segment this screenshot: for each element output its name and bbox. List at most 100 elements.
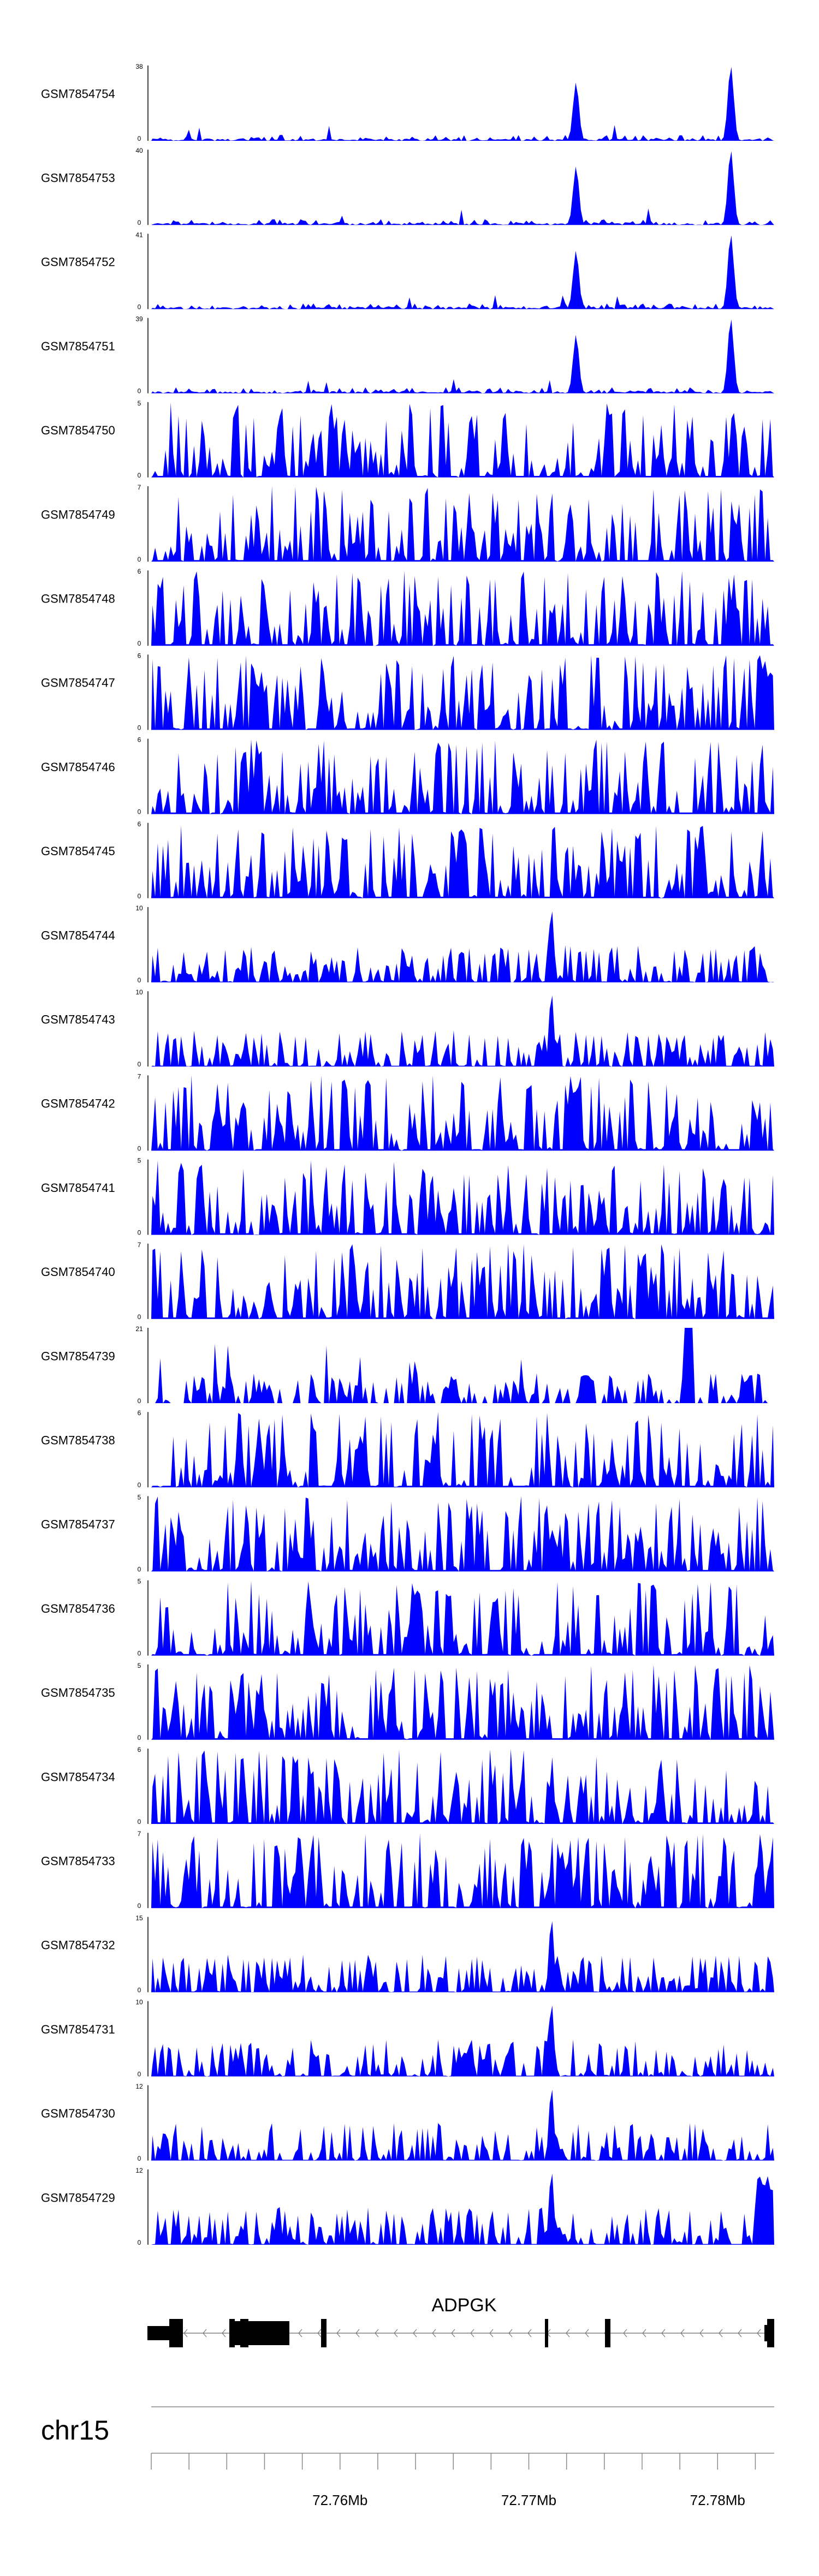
track-name-label: GSM7854743 xyxy=(41,1013,115,1027)
strand-arrow xyxy=(527,2329,532,2338)
track-GSM7854746: GSM7854746 6 0 xyxy=(41,736,774,816)
track-ymin-label: 0 xyxy=(138,2071,141,2078)
track-GSM7854741: GSM7854741 5 0 xyxy=(41,1157,774,1237)
track-GSM7854734: GSM7854734 6 0 xyxy=(41,1746,774,1826)
track-ymax-label: 7 xyxy=(138,484,141,491)
strand-arrow xyxy=(699,2329,704,2338)
strand-arrow xyxy=(661,2329,666,2338)
track-name-label: GSM7854737 xyxy=(41,1518,115,1531)
track-ymin-label: 0 xyxy=(138,1818,141,1826)
track-ymax-label: 7 xyxy=(138,1072,141,1080)
track-signal-area xyxy=(151,2089,774,2161)
track-ymax-label: 40 xyxy=(135,147,143,154)
track-GSM7854737: GSM7854737 5 0 xyxy=(41,1493,774,1573)
track-GSM7854747: GSM7854747 6 0 xyxy=(41,652,774,731)
gene-exon xyxy=(545,2319,548,2347)
track-GSM7854744: GSM7854744 10 0 xyxy=(41,904,774,984)
gene-exon xyxy=(240,2319,248,2347)
track-name-label: GSM7854733 xyxy=(41,1855,115,1868)
strand-arrow xyxy=(394,2329,398,2338)
track-ymax-label: 39 xyxy=(135,315,143,323)
gene-exon xyxy=(605,2319,610,2347)
track-ymin-label: 0 xyxy=(138,219,141,226)
strand-arrow xyxy=(413,2329,417,2338)
track-signal-area xyxy=(151,739,774,814)
gene-exon xyxy=(764,2325,770,2341)
track-name-label: GSM7854741 xyxy=(41,1181,115,1195)
track-signal-area xyxy=(151,1328,774,1403)
track-ymax-label: 10 xyxy=(135,988,143,996)
track-ymax-label: 38 xyxy=(135,63,143,70)
track-ymax-label: 6 xyxy=(138,1409,141,1417)
track-ymin-label: 0 xyxy=(138,1986,141,1994)
track-name-label: GSM7854740 xyxy=(41,1265,115,1279)
track-signal-area xyxy=(151,2173,774,2245)
strand-arrow xyxy=(203,2329,207,2338)
track-name-label: GSM7854753 xyxy=(41,171,115,185)
track-GSM7854738: GSM7854738 6 0 xyxy=(41,1409,774,1489)
strand-arrow xyxy=(470,2329,474,2338)
strand-arrow xyxy=(432,2329,436,2338)
track-name-label: GSM7854738 xyxy=(41,1434,115,1447)
track-name-label: GSM7854744 xyxy=(41,928,115,942)
track-ymin-label: 0 xyxy=(138,892,141,900)
strand-arrow xyxy=(623,2329,627,2338)
track-GSM7854749: GSM7854749 7 0 xyxy=(41,484,774,563)
track-name-label: GSM7854746 xyxy=(41,760,115,774)
track-ymin-label: 0 xyxy=(138,556,141,563)
track-GSM7854752: GSM7854752 41 0 xyxy=(41,231,774,311)
track-GSM7854730: GSM7854730 12 0 xyxy=(41,2083,774,2162)
track-ymin-label: 0 xyxy=(138,808,141,816)
track-name-label: GSM7854754 xyxy=(41,87,115,100)
gene-exon xyxy=(169,2319,183,2347)
strand-arrow xyxy=(183,2329,188,2338)
track-signal-area xyxy=(151,1749,774,1824)
track-signal-area xyxy=(151,1243,774,1319)
track-name-label: GSM7854739 xyxy=(41,1349,115,1363)
track-GSM7854731: GSM7854731 10 0 xyxy=(41,1999,774,2078)
track-name-label: GSM7854734 xyxy=(41,1770,115,1784)
track-GSM7854753: GSM7854753 40 0 xyxy=(41,147,774,226)
axis-tick-label: 72.78Mb xyxy=(690,2492,745,2508)
track-ymin-label: 0 xyxy=(138,1313,141,1321)
track-signal-area xyxy=(151,151,774,225)
track-ymax-label: 21 xyxy=(135,1325,143,1333)
axis-tick-label: 72.76Mb xyxy=(312,2492,367,2508)
strand-arrow xyxy=(680,2329,685,2338)
strand-arrow xyxy=(719,2329,723,2338)
track-ymin-label: 0 xyxy=(138,640,141,647)
track-ymax-label: 5 xyxy=(138,1578,141,1585)
track-GSM7854748: GSM7854748 6 0 xyxy=(41,568,774,647)
track-ymin-label: 0 xyxy=(138,1481,141,1489)
track-GSM7854751: GSM7854751 39 0 xyxy=(41,315,774,395)
track-GSM7854729: GSM7854729 12 0 xyxy=(41,2167,774,2246)
track-ymax-label: 6 xyxy=(138,1746,141,1754)
strand-arrow xyxy=(336,2329,341,2338)
strand-arrow xyxy=(757,2329,761,2338)
track-GSM7854732: GSM7854732 15 0 xyxy=(41,1914,774,1994)
track-name-label: GSM7854730 xyxy=(41,2107,115,2120)
track-name-label: GSM7854749 xyxy=(41,508,115,521)
track-ymax-label: 41 xyxy=(135,231,143,238)
track-name-label: GSM7854747 xyxy=(41,676,115,690)
track-signal-area xyxy=(151,1496,774,1572)
track-ymin-label: 0 xyxy=(138,1397,141,1405)
track-GSM7854743: GSM7854743 10 0 xyxy=(41,988,774,1068)
track-signal-area xyxy=(151,1160,774,1235)
track-signal-area xyxy=(151,67,774,141)
track-GSM7854754: GSM7854754 38 0 xyxy=(41,63,774,142)
gene-name-label: ADPGK xyxy=(431,2295,496,2316)
track-ymax-label: 6 xyxy=(138,568,141,575)
track-signal-area xyxy=(151,1921,774,1993)
track-name-label: GSM7854752 xyxy=(41,255,115,269)
track-signal-area xyxy=(151,825,774,898)
track-name-label: GSM7854729 xyxy=(41,2191,115,2204)
track-ymin-label: 0 xyxy=(138,472,141,479)
track-ymax-label: 12 xyxy=(135,2167,143,2174)
track-ymin-label: 0 xyxy=(138,1734,141,1742)
track-ymin-label: 0 xyxy=(138,303,141,311)
track-ymax-label: 6 xyxy=(138,820,141,828)
track-ymax-label: 5 xyxy=(138,1157,141,1165)
track-signal-area xyxy=(151,655,774,730)
track-ymax-label: 6 xyxy=(138,652,141,659)
